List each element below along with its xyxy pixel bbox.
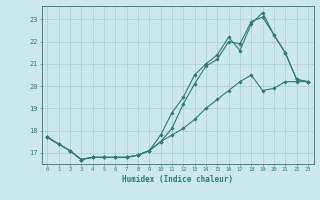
X-axis label: Humidex (Indice chaleur): Humidex (Indice chaleur) — [122, 175, 233, 184]
